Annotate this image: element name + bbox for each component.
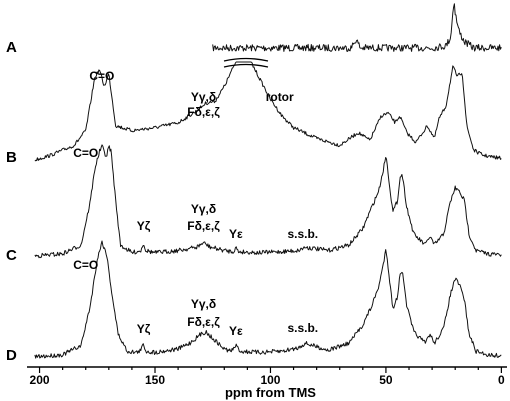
annotation-c: Yγ,δ [191, 202, 216, 216]
panel-label-a: A [6, 39, 17, 56]
annotation-d: Yζ [137, 322, 151, 336]
annotation-c: Yζ [137, 219, 151, 233]
panel-label-d: D [6, 347, 17, 364]
annotation-b: rotor [266, 90, 294, 104]
rotor-break-mark [223, 57, 269, 68]
annotation-d: Fδ,ε,ζ [187, 315, 220, 329]
annotation-d: s.s.b. [287, 321, 318, 335]
panel-label-c: C [6, 247, 17, 264]
spectrum-trace-c [34, 144, 502, 259]
annotation-d: Yγ,δ [191, 297, 216, 311]
spectrum-trace-b [34, 61, 502, 162]
annotation-c: Fδ,ε,ζ [187, 219, 220, 233]
annotation-d: C=O [73, 258, 98, 272]
x-tick-label: 200 [30, 373, 50, 387]
x-axis-label: ppm from TMS [225, 385, 316, 400]
x-tick-label: 150 [145, 373, 165, 387]
annotation-b: Yγ,δ [191, 90, 216, 104]
annotation-b: C=O [89, 69, 114, 83]
annotation-c: s.s.b. [287, 227, 318, 241]
annotation-b: Fδ,ε,ζ [187, 105, 220, 119]
annotation-c: Yε [229, 227, 243, 241]
x-tick-label: 0 [498, 373, 505, 387]
x-axis: 200 150 100 50 0 ppm from TMS [27, 366, 507, 400]
spectra-traces [34, 3, 502, 359]
annotation-d: Yε [229, 324, 243, 338]
panel-label-b: B [6, 149, 17, 166]
x-tick-label: 50 [379, 373, 393, 387]
annotation-c: C=O [73, 146, 98, 160]
spectrum-trace-a [212, 3, 502, 52]
spectrum-trace-d [34, 240, 502, 359]
x-tick-label: 100 [260, 373, 280, 387]
